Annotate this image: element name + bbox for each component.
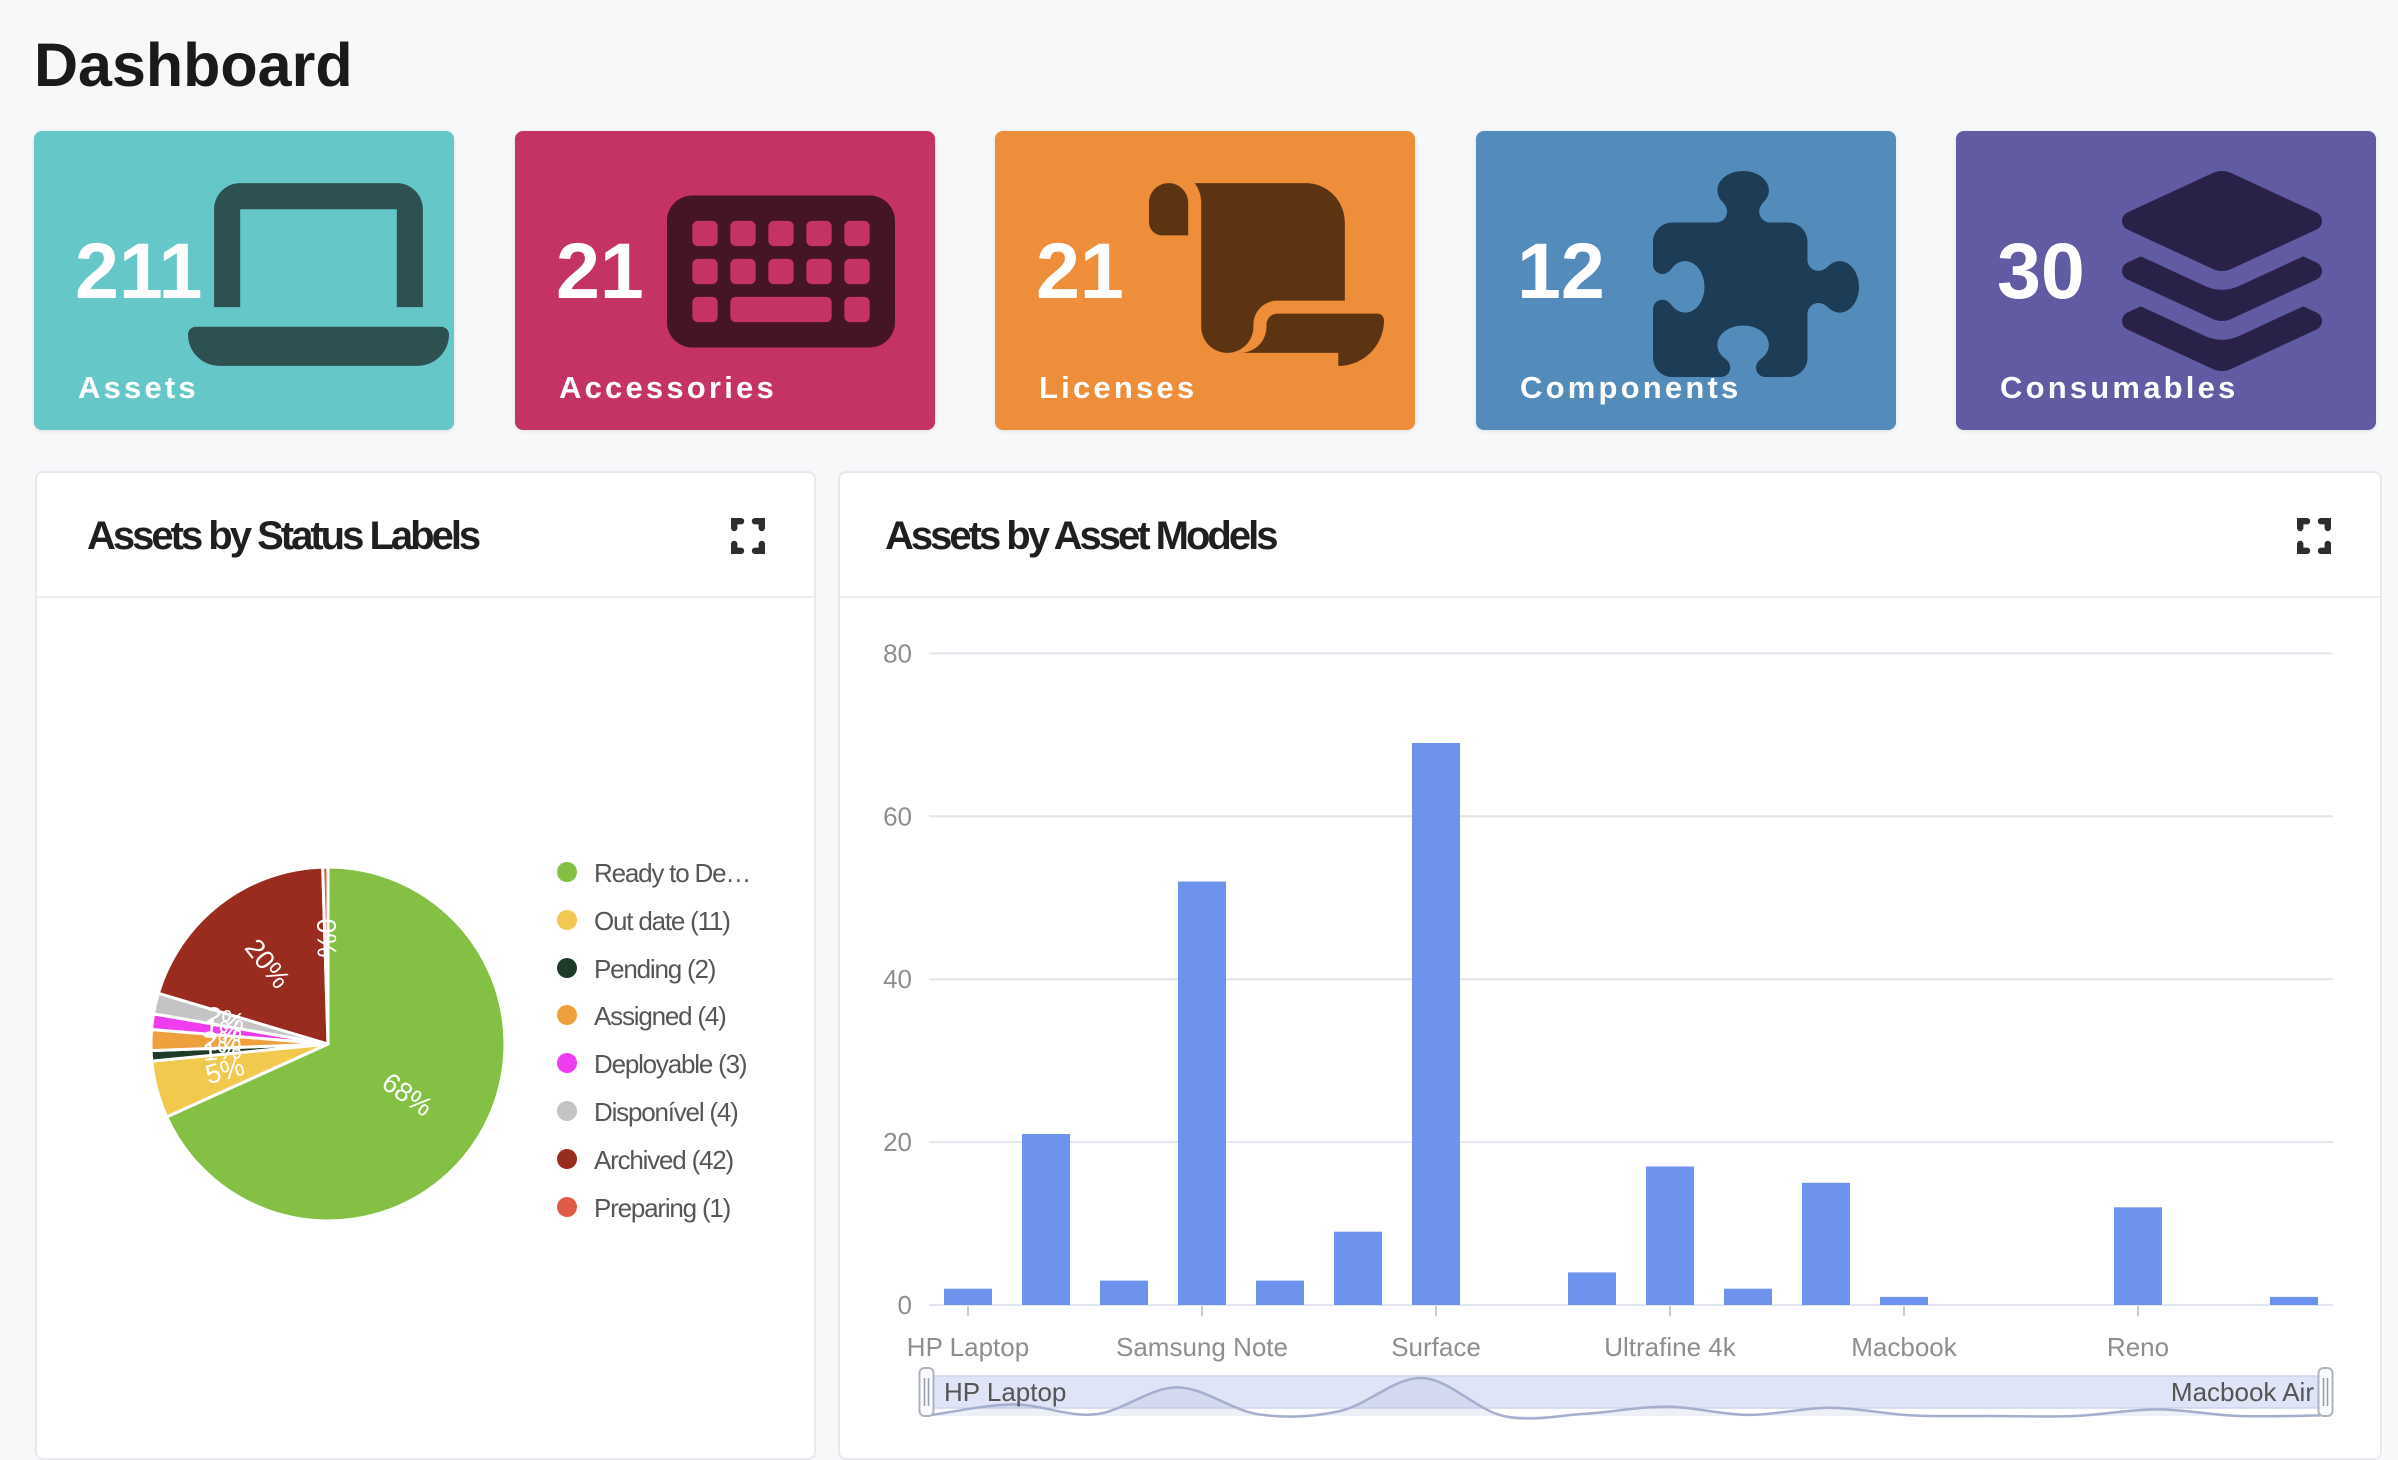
svg-text:Macbook: Macbook — [1851, 1332, 1957, 1362]
svg-text:0: 0 — [898, 1290, 912, 1320]
svg-text:20: 20 — [883, 1127, 912, 1157]
svg-text:40: 40 — [883, 964, 912, 994]
svg-text:80: 80 — [883, 638, 912, 668]
svg-text:Macbook Air: Macbook Air — [2171, 1377, 2314, 1407]
svg-text:Ultrafine 4k: Ultrafine 4k — [1604, 1332, 1736, 1362]
svg-text:Surface: Surface — [1391, 1332, 1481, 1362]
svg-text:Samsung Note: Samsung Note — [1116, 1332, 1288, 1362]
svg-text:Reno: Reno — [2107, 1332, 2169, 1362]
svg-text:60: 60 — [883, 801, 912, 831]
svg-text:HP Laptop: HP Laptop — [944, 1377, 1066, 1407]
svg-text:HP Laptop: HP Laptop — [907, 1332, 1029, 1362]
